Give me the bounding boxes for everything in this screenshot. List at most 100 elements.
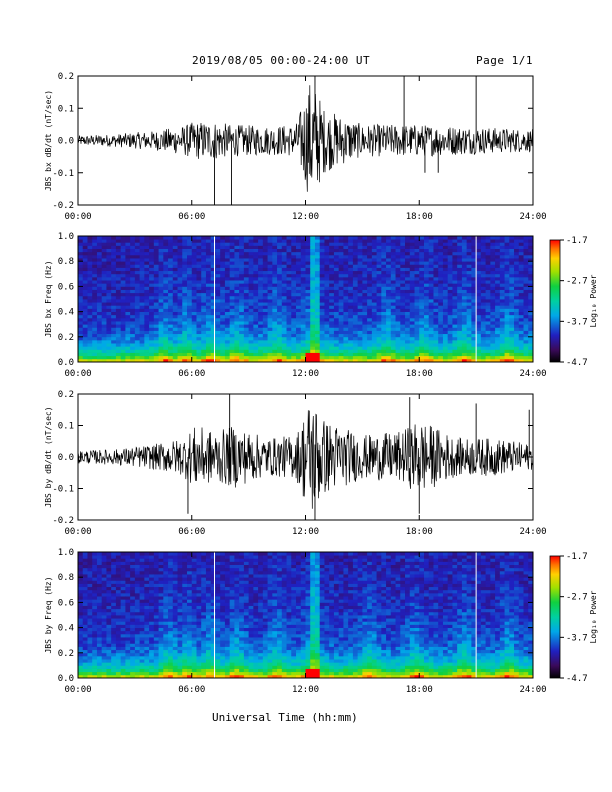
heatmap-cell bbox=[106, 561, 112, 565]
heatmap-cell bbox=[310, 270, 316, 275]
heatmap-cell bbox=[495, 258, 501, 262]
heatmap-cell bbox=[314, 264, 321, 268]
heatmap-cell bbox=[177, 236, 183, 240]
heatmap-cell bbox=[253, 321, 259, 325]
heatmap-cell bbox=[243, 314, 250, 319]
heatmap-cell bbox=[96, 302, 103, 306]
heatmap-cell bbox=[120, 343, 126, 347]
heatmap-cell bbox=[438, 239, 444, 243]
heatmap-cell bbox=[177, 343, 183, 347]
heatmap-cell bbox=[499, 261, 505, 265]
heatmap-cell bbox=[262, 258, 268, 262]
heatmap-cell bbox=[495, 349, 501, 353]
heatmap-cell bbox=[187, 630, 193, 635]
heatmap-cell bbox=[82, 602, 88, 606]
heatmap-cell bbox=[78, 314, 84, 319]
heatmap-cell bbox=[220, 305, 226, 309]
heatmap-cell bbox=[386, 336, 392, 341]
heatmap-cell bbox=[92, 633, 98, 638]
heatmap-cell bbox=[78, 330, 84, 335]
heatmap-cell bbox=[144, 561, 150, 565]
heatmap-cell bbox=[438, 346, 444, 350]
heatmap-cell bbox=[504, 239, 510, 243]
heatmap-cell bbox=[96, 583, 103, 588]
heatmap-cell bbox=[371, 292, 377, 297]
heatmap-cell bbox=[158, 270, 164, 275]
heatmap-cell bbox=[163, 286, 169, 290]
heatmap-cell bbox=[447, 327, 453, 331]
heatmap-cell bbox=[111, 289, 117, 294]
heatmap-cell bbox=[395, 264, 401, 268]
heatmap-cell bbox=[115, 552, 122, 556]
heatmap-cell bbox=[153, 330, 159, 335]
heatmap-cell bbox=[490, 299, 496, 303]
heatmap-cell bbox=[239, 264, 245, 268]
heatmap-cell bbox=[438, 339, 444, 344]
heatmap-cell bbox=[352, 270, 359, 275]
heatmap-cell bbox=[277, 327, 283, 331]
heatmap-cell bbox=[438, 242, 444, 246]
heatmap-cell bbox=[514, 254, 520, 259]
heatmap-cell bbox=[153, 305, 159, 309]
heatmap-cell bbox=[272, 248, 278, 253]
heatmap-cell bbox=[423, 327, 430, 331]
heatmap-cell bbox=[471, 251, 477, 256]
heatmap-cell bbox=[130, 659, 136, 663]
heatmap-cell bbox=[381, 242, 387, 246]
heatmap-cell bbox=[357, 248, 363, 253]
heatmap-cell bbox=[191, 302, 197, 306]
heatmap-cell bbox=[134, 324, 141, 328]
heatmap-cell bbox=[168, 280, 174, 284]
heatmap-cell bbox=[210, 283, 216, 287]
heatmap-cell bbox=[120, 570, 126, 575]
heatmap-cell bbox=[409, 317, 415, 322]
heatmap-cell bbox=[149, 599, 155, 603]
heatmap-cell bbox=[499, 352, 505, 357]
heatmap-cell bbox=[158, 589, 164, 594]
heatmap-cell bbox=[134, 358, 141, 363]
heatmap-cell bbox=[96, 599, 103, 603]
heatmap-cell bbox=[187, 330, 193, 335]
heatmap-cell bbox=[168, 589, 174, 594]
heatmap-cell bbox=[224, 339, 231, 344]
heatmap-cell bbox=[277, 330, 283, 335]
heatmap-cell bbox=[447, 251, 453, 256]
heatmap-cell bbox=[78, 618, 84, 622]
heatmap-cell bbox=[163, 355, 169, 360]
heatmap-cell bbox=[442, 267, 449, 272]
heatmap-cell bbox=[92, 589, 98, 594]
heatmap-cell bbox=[87, 302, 93, 306]
heatmap-cell bbox=[229, 283, 235, 287]
heatmap-cell bbox=[144, 586, 150, 591]
heatmap-cell bbox=[130, 321, 136, 325]
heatmap-cell bbox=[518, 251, 524, 256]
heatmap-cell bbox=[277, 311, 283, 316]
heatmap-cell bbox=[115, 643, 122, 647]
heatmap-cell bbox=[490, 308, 496, 312]
heatmap-cell bbox=[120, 555, 126, 559]
heatmap-cell bbox=[182, 652, 188, 657]
heatmap-cell bbox=[134, 580, 141, 584]
heatmap-cell bbox=[163, 570, 169, 575]
series-trace bbox=[78, 410, 533, 509]
heatmap-cell bbox=[338, 358, 344, 363]
heatmap-cell bbox=[144, 602, 150, 606]
heatmap-cell bbox=[367, 251, 373, 256]
heatmap-cell bbox=[82, 324, 88, 328]
heatmap-cell bbox=[395, 327, 401, 331]
heatmap-cell bbox=[405, 264, 411, 268]
heatmap-cell bbox=[395, 317, 401, 322]
heatmap-cell bbox=[499, 286, 505, 290]
heatmap-cell bbox=[405, 254, 411, 259]
heatmap-cell bbox=[376, 339, 382, 344]
heatmap-cell bbox=[433, 273, 439, 278]
heatmap-cell bbox=[414, 295, 420, 300]
heatmap-cell bbox=[163, 339, 169, 344]
heatmap-cell bbox=[528, 314, 534, 319]
heatmap-cell bbox=[111, 239, 117, 243]
heatmap-cell bbox=[87, 608, 93, 613]
heatmap-cell bbox=[324, 273, 330, 278]
heatmap-cell bbox=[461, 283, 468, 287]
heatmap-cell bbox=[414, 311, 420, 316]
heatmap-cell bbox=[523, 358, 529, 363]
